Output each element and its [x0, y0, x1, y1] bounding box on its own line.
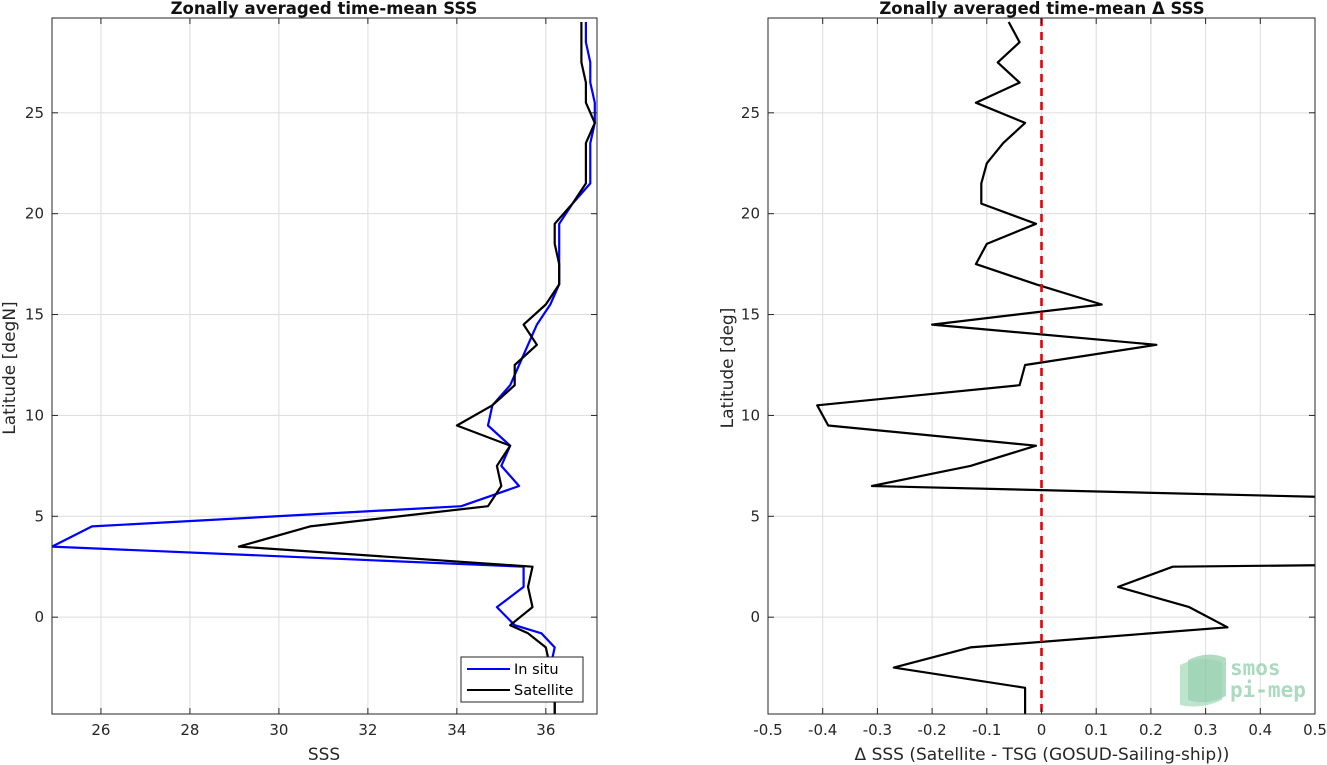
- right-y-axis-label: Latitude [deg]: [718, 308, 738, 429]
- right-chart-title: Zonally averaged time-mean Δ SSS: [879, 0, 1204, 18]
- legend-box: [460, 656, 584, 703]
- left-x-tick-label: 30: [269, 721, 288, 739]
- left-y-tick-label: 20: [25, 205, 44, 223]
- left-y-tick-label: 15: [25, 306, 44, 324]
- left-x-tick-label: 34: [447, 721, 466, 739]
- left-series-group: [52, 22, 596, 714]
- legend-label-satellite: Satellite: [514, 683, 573, 699]
- right-x-tick-label: -0.1: [972, 721, 1001, 739]
- right-x-axis-label: Δ SSS (Satellite - TSG (GOSUD-Sailing-sh…: [855, 745, 1230, 765]
- delta-sss-panel: -0.5 -0.4 -0.3 -0.2 -0.1 0 0.1 0.2 0.3 0.4 0.5 0 5 10…: [718, 0, 1327, 765]
- right-y-tick-label: 25: [741, 104, 760, 122]
- right-y-tick-label: 0: [750, 608, 760, 626]
- right-y-tick-label: 20: [741, 205, 760, 223]
- left-axes-box: [51, 17, 598, 715]
- right-x-tick-label: 0.3: [1194, 721, 1218, 739]
- right-x-tick-label: -0.5: [753, 721, 782, 739]
- right-x-tick-label: 0: [1037, 721, 1047, 739]
- logo-mark-front: [1188, 654, 1226, 703]
- right-x-tick-label: 0.2: [1139, 721, 1163, 739]
- left-y-axis-label: Latitude [degN]: [0, 301, 20, 434]
- left-plot-area: [52, 18, 597, 714]
- right-x-tick-label: -0.4: [808, 721, 837, 739]
- left-x-tick-label: 32: [358, 721, 377, 739]
- logo-text-pimep: pi-mep: [1230, 678, 1306, 702]
- left-x-axis-label: SSS: [308, 745, 340, 765]
- sss-panel: 26 28 30 32 34 36 0 5 10 15 20 25 Zonally averaged …: [0, 0, 598, 765]
- right-series-line-0: [816, 21, 1315, 714]
- right-y-tick-label: 5: [750, 507, 760, 525]
- right-x-tick-label: 0.1: [1084, 721, 1108, 739]
- legend: In situ Satellite: [460, 656, 584, 703]
- right-series-group: [816, 18, 1315, 714]
- right-y-tick-label: 15: [741, 306, 760, 324]
- left-chart-title: Zonally averaged time-mean SSS: [171, 0, 478, 18]
- left-y-tick-label: 25: [25, 104, 44, 122]
- right-x-tick-label: -0.2: [917, 721, 946, 739]
- left-y-tick-label: 5: [34, 507, 44, 525]
- right-ticks: -0.5 -0.4 -0.3 -0.2 -0.1 0 0.1 0.2 0.3 0.4 0.5 0 5 10…: [741, 18, 1327, 739]
- legend-label-in-situ: In situ: [514, 662, 559, 678]
- left-x-tick-label: 36: [536, 721, 555, 739]
- left-x-tick-label: 26: [91, 721, 110, 739]
- smos-pimep-logo: smos pi-mep: [1180, 654, 1306, 707]
- right-x-tick-label: -0.3: [863, 721, 892, 739]
- left-y-tick-label: 10: [25, 406, 44, 424]
- left-series-line-1: [237, 22, 596, 714]
- right-y-tick-label: 10: [741, 406, 760, 424]
- right-x-tick-label: 0.4: [1248, 721, 1272, 739]
- left-grid: [52, 18, 597, 714]
- left-x-tick-label: 28: [180, 721, 199, 739]
- right-x-tick-label: 0.5: [1303, 721, 1327, 739]
- logo-text-smos: smos: [1230, 656, 1281, 680]
- left-ticks: 26 28 30 32 34 36 0 5 10 15 20 25: [25, 18, 597, 739]
- left-y-tick-label: 0: [34, 608, 44, 626]
